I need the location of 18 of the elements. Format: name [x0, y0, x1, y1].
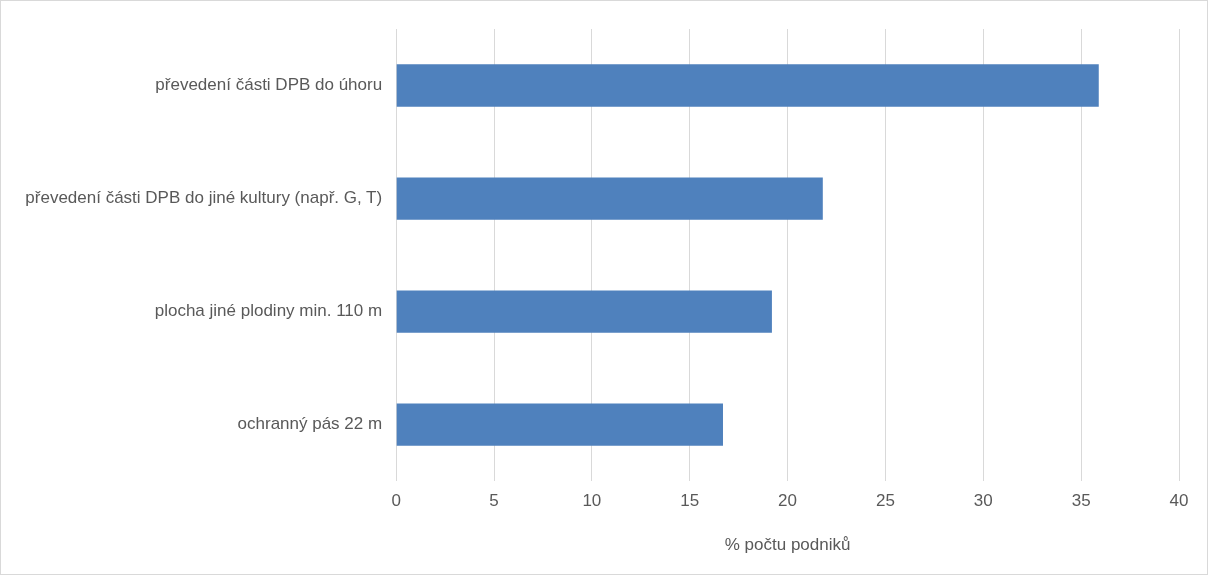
- x-tick-label: 20: [778, 491, 798, 511]
- y-tick-label: ochranný pás 22 m: [237, 414, 383, 434]
- bar: [396, 403, 723, 446]
- x-axis-title: % počtu podniků: [724, 535, 851, 555]
- x-tick-label: 30: [973, 491, 993, 511]
- x-tick-label: 40: [1169, 491, 1189, 511]
- bar: [396, 64, 1099, 107]
- x-tick-label: 25: [875, 491, 895, 511]
- bar: [396, 177, 823, 220]
- y-tick-label: převedení části DPB do úhoru: [155, 75, 383, 95]
- y-tick-label: převedení části DPB do jiné kultury (např. G, T): [25, 188, 383, 208]
- x-tick-label: 10: [582, 491, 602, 511]
- x-tick-label: 35: [1071, 491, 1091, 511]
- bar: [396, 290, 772, 333]
- x-tick-label: 15: [680, 491, 700, 511]
- x-tick-label: 0: [391, 491, 401, 511]
- y-tick-label: plocha jiné plodiny min. 110 m: [154, 301, 383, 321]
- x-tick-label: 5: [489, 491, 499, 511]
